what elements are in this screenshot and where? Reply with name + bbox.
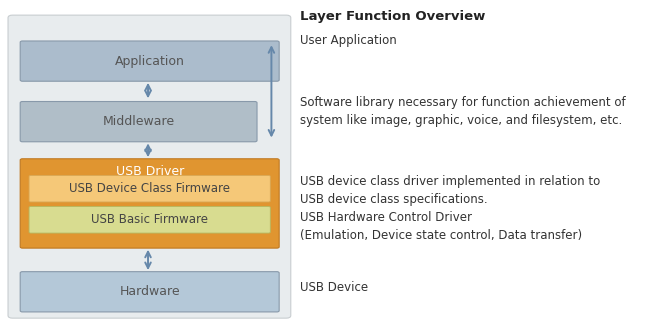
FancyBboxPatch shape (20, 41, 279, 81)
Text: USB Driver: USB Driver (116, 165, 184, 178)
Text: USB device class driver implemented in relation to
USB device class specificatio: USB device class driver implemented in r… (300, 175, 601, 242)
FancyBboxPatch shape (20, 159, 279, 248)
Text: Hardware: Hardware (120, 285, 180, 298)
Text: USB Device Class Firmware: USB Device Class Firmware (69, 182, 230, 195)
FancyBboxPatch shape (29, 207, 270, 233)
Text: USB Device: USB Device (300, 281, 369, 294)
Text: User Application: User Application (300, 34, 397, 47)
Text: Layer Function Overview: Layer Function Overview (300, 10, 486, 22)
FancyBboxPatch shape (29, 176, 270, 202)
Text: Application: Application (115, 54, 185, 68)
FancyBboxPatch shape (20, 272, 279, 312)
Text: USB Basic Firmware: USB Basic Firmware (91, 213, 208, 226)
FancyBboxPatch shape (8, 15, 291, 318)
Text: Software library necessary for function achievement of
system like image, graphi: Software library necessary for function … (300, 96, 626, 127)
Text: Middleware: Middleware (103, 115, 175, 128)
FancyBboxPatch shape (20, 102, 257, 142)
